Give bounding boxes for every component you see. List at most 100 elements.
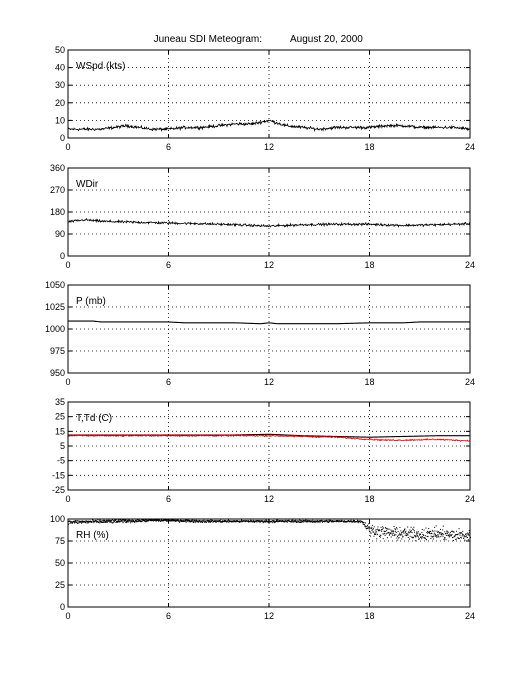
rh-series-1-point xyxy=(446,530,448,532)
rh-series-1-point xyxy=(445,534,447,536)
rh-series-1-point xyxy=(113,521,115,523)
rh-series-1-point xyxy=(214,520,216,522)
rh-series-1-point xyxy=(81,520,83,522)
rh-series-1-point xyxy=(167,519,169,521)
rh-series-1-point xyxy=(113,519,115,521)
rh-series-1-point xyxy=(175,520,177,522)
rh-series-1-point xyxy=(218,520,220,522)
rh-series-1-point xyxy=(132,521,134,523)
rh-series-1-point xyxy=(460,532,462,534)
rh-series-1-point xyxy=(346,521,348,523)
rh-panel-label: RH (%) xyxy=(76,530,109,541)
rh-series-1-point xyxy=(327,520,329,522)
rh-series-1-point xyxy=(389,533,391,535)
rh-series-1-point xyxy=(416,531,418,533)
rh-series-1-point xyxy=(357,520,359,522)
rh-series-1-point xyxy=(409,538,411,540)
rh-series-1-point xyxy=(431,536,433,538)
wdir-xtick-label: 18 xyxy=(364,260,374,270)
rh-series-1-point xyxy=(115,521,117,523)
rh-series-1-point xyxy=(170,520,172,522)
rh-series-1-point xyxy=(111,519,113,521)
rh-series-1-point xyxy=(318,521,320,523)
rh-series-1-point xyxy=(112,521,114,523)
pressure-panel: 0 6 12 18 24 950 975 1000 1025 1050 P (mb) xyxy=(45,280,475,387)
rh-series-1-point xyxy=(177,519,179,521)
pressure-xtick-label: 6 xyxy=(166,377,171,387)
rh-series-1-point xyxy=(274,522,276,524)
rh-series-1-point xyxy=(403,531,405,533)
rh-series-1-point xyxy=(244,520,246,522)
rh-series-1-point xyxy=(329,521,331,523)
rh-series-1-point xyxy=(189,521,191,523)
rh-series-1-point xyxy=(356,520,358,522)
rh-series-1-point xyxy=(82,522,84,524)
rh-series-1-point xyxy=(390,532,392,534)
rh-series-1-point xyxy=(391,533,393,535)
rh-series-1-point xyxy=(421,529,423,530)
rh-series-1-point xyxy=(386,528,388,530)
rh-series-1-point xyxy=(327,521,329,523)
rh-series-1-point xyxy=(208,520,210,522)
pressure-ytick-label: 950 xyxy=(50,368,65,378)
rh-series-1-point xyxy=(378,530,380,532)
rh-series-1-point xyxy=(361,521,363,523)
rh-series-1-point xyxy=(210,519,212,521)
rh-series-1-point xyxy=(219,520,221,522)
rh-series-1-point xyxy=(369,532,371,534)
rh-series-1-point xyxy=(198,521,200,523)
rh-series-1-point xyxy=(179,521,181,523)
rh-series-1-point xyxy=(318,521,320,523)
rh-series-1-point xyxy=(173,519,175,521)
rh-series-1-point xyxy=(126,521,128,523)
rh-series-1-point xyxy=(433,534,435,536)
rh-series-1-point xyxy=(407,534,409,536)
rh-series-1-point xyxy=(212,519,214,521)
rh-series-1-point xyxy=(423,535,425,537)
rh-series-1-point xyxy=(116,520,118,522)
rh-series-1-point xyxy=(105,521,107,523)
rh-series-1-point xyxy=(344,520,346,522)
pressure-xtick-label: 18 xyxy=(364,377,374,387)
rh-series-1-point xyxy=(430,530,432,532)
rh-series-1-point xyxy=(231,521,233,523)
rh-series-1-point xyxy=(119,521,121,523)
figure-title-right: August 20, 2000 xyxy=(290,34,363,45)
rh-series-1-point xyxy=(375,531,377,533)
rh-series-1-point xyxy=(253,520,255,522)
rh-series-1-point xyxy=(125,520,127,522)
rh-series-1-point xyxy=(396,527,398,529)
rh-series-1-point xyxy=(323,520,325,522)
wdir-ytick-label: 270 xyxy=(50,185,65,195)
rh-series-1-point xyxy=(115,521,117,523)
rh-series-1-point xyxy=(455,538,457,540)
rh-series-1-point xyxy=(325,520,327,522)
rh-series-1-point xyxy=(311,520,313,522)
rh-series-1-point xyxy=(207,520,209,522)
wdir-xtick-label: 12 xyxy=(264,260,274,270)
rh-series-1-point xyxy=(324,521,326,523)
rh-series-1-point xyxy=(73,520,75,522)
rh-series-1-point xyxy=(218,521,220,523)
rh-series-1-point xyxy=(426,539,428,541)
rh-series-1-point xyxy=(343,521,345,523)
rh-series-1-point xyxy=(410,530,412,532)
rh-series-1-point xyxy=(310,520,312,522)
rh-series-1-point xyxy=(435,534,437,536)
rh-series-1-point xyxy=(417,534,419,536)
rh-series-1-point xyxy=(221,521,223,523)
rh-series-1-point xyxy=(219,520,221,522)
rh-series-1-point xyxy=(451,530,453,532)
rh-series-1-point xyxy=(85,521,87,523)
rh-series-1-point xyxy=(70,521,72,523)
rh-series-1-point xyxy=(259,520,261,522)
rh-series-1-point xyxy=(236,520,238,522)
rh-series-1-point xyxy=(163,520,165,522)
rh-series-1-point xyxy=(226,521,228,523)
rh-series-1-point xyxy=(122,519,124,521)
rh-series-1-point xyxy=(447,534,449,536)
rh-series-1-point xyxy=(442,525,444,527)
rh-series-1-point xyxy=(279,520,281,522)
rh-series-1-point xyxy=(390,529,392,531)
wspd-panel-label: WSpd (kts) xyxy=(76,61,125,72)
